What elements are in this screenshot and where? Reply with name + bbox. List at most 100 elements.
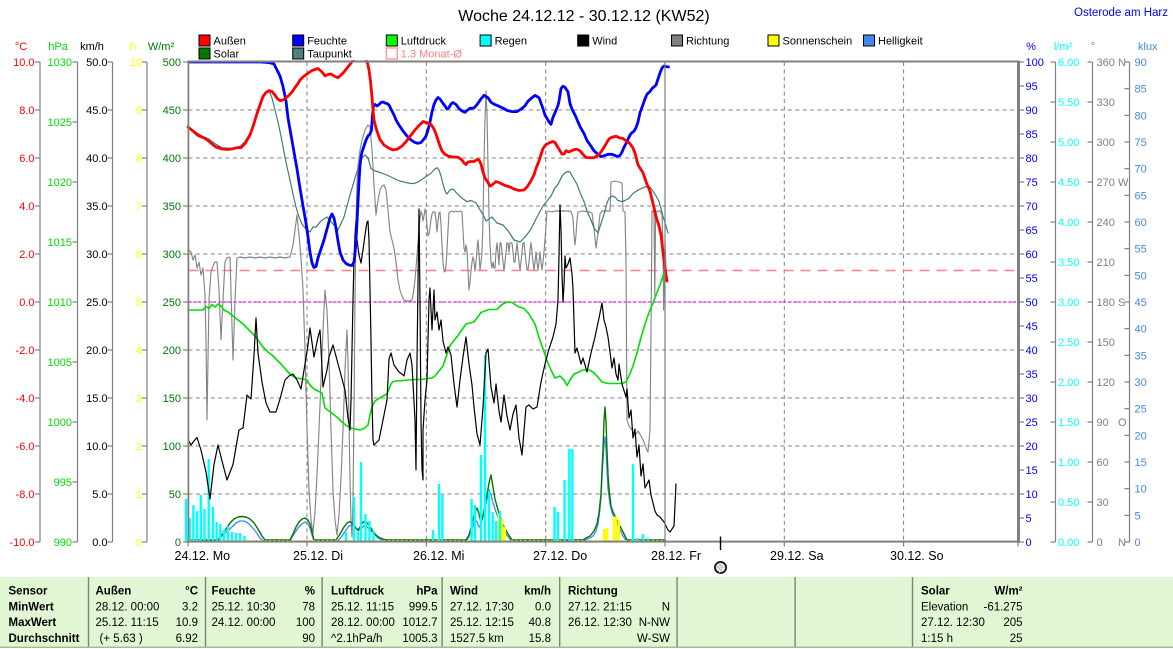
- svg-text:10.0: 10.0: [13, 57, 34, 69]
- svg-text:MaxWert: MaxWert: [9, 617, 57, 629]
- svg-text:5.00: 5.00: [1058, 137, 1079, 149]
- svg-text:Außen: Außen: [214, 36, 246, 48]
- svg-text:20: 20: [1026, 441, 1038, 453]
- svg-text:0: 0: [1026, 537, 1032, 549]
- svg-text:1025: 1025: [48, 117, 72, 129]
- svg-text:75: 75: [1135, 137, 1147, 149]
- svg-text:8: 8: [136, 153, 142, 165]
- svg-text:1015: 1015: [48, 237, 72, 249]
- svg-text:65: 65: [1135, 190, 1147, 202]
- svg-text:27.12. 17:30: 27.12. 17:30: [450, 602, 514, 614]
- svg-text:1.50: 1.50: [1058, 417, 1079, 429]
- svg-text:MinWert: MinWert: [9, 602, 54, 614]
- svg-text:270: 270: [1097, 177, 1115, 189]
- svg-text:330: 330: [1097, 97, 1115, 109]
- svg-text:28.12. 00:00: 28.12. 00:00: [96, 602, 160, 614]
- svg-text:28.12. 00:00: 28.12. 00:00: [331, 617, 395, 629]
- svg-text:29.12. Sa: 29.12. Sa: [770, 549, 824, 563]
- svg-text:1012.7: 1012.7: [402, 617, 437, 629]
- svg-text:7: 7: [136, 201, 142, 213]
- svg-text:55: 55: [1026, 273, 1038, 285]
- svg-text:300: 300: [1097, 137, 1115, 149]
- svg-text:Solar: Solar: [214, 49, 240, 61]
- svg-text:5.0: 5.0: [92, 489, 107, 501]
- svg-text:2: 2: [136, 441, 142, 453]
- svg-text:26.12. 12:30: 26.12. 12:30: [568, 617, 632, 629]
- svg-text:Wind: Wind: [592, 36, 617, 48]
- svg-text:80: 80: [1135, 110, 1147, 122]
- svg-text:3.00: 3.00: [1058, 297, 1079, 309]
- svg-text:0: 0: [136, 537, 142, 549]
- svg-text:27.12. 12:30: 27.12. 12:30: [921, 617, 985, 629]
- svg-text:5: 5: [1026, 513, 1032, 525]
- svg-text:(+ 5.63 ): (+ 5.63 ): [100, 633, 143, 645]
- svg-text:%: %: [305, 586, 315, 598]
- svg-text:6.92: 6.92: [176, 633, 198, 645]
- svg-text:70: 70: [1135, 164, 1147, 176]
- svg-text:27.12. 21:15: 27.12. 21:15: [568, 602, 632, 614]
- svg-text:-10.0: -10.0: [9, 537, 34, 549]
- svg-text:300: 300: [163, 249, 181, 261]
- svg-text:Richtung: Richtung: [568, 586, 618, 598]
- svg-text:150: 150: [163, 393, 181, 405]
- svg-text:10.0: 10.0: [86, 441, 107, 453]
- svg-text:55: 55: [1135, 244, 1147, 256]
- svg-text:Osterode am Harz: Osterode am Harz: [1074, 7, 1168, 19]
- svg-text:0.00: 0.00: [1058, 537, 1079, 549]
- svg-text:70: 70: [1026, 201, 1038, 213]
- svg-text:40.8: 40.8: [529, 617, 551, 629]
- svg-text:210: 210: [1097, 257, 1115, 269]
- svg-text:25.12. 11:15: 25.12. 11:15: [96, 617, 159, 629]
- svg-text:1005: 1005: [48, 357, 72, 369]
- svg-text:25.12. 11:15: 25.12. 11:15: [331, 602, 394, 614]
- svg-text:Regen: Regen: [495, 36, 527, 48]
- svg-text:5: 5: [1135, 510, 1141, 522]
- svg-text:30: 30: [1135, 377, 1147, 389]
- svg-text:1000: 1000: [48, 417, 72, 429]
- svg-text:45: 45: [1135, 297, 1147, 309]
- svg-text:Taupunkt: Taupunkt: [307, 49, 352, 61]
- svg-text:1010: 1010: [48, 297, 72, 309]
- svg-text:klux: klux: [1138, 41, 1158, 53]
- svg-text:60: 60: [1097, 457, 1109, 469]
- svg-text:0.0: 0.0: [92, 537, 107, 549]
- svg-text:990: 990: [54, 537, 72, 549]
- svg-text:W/m²: W/m²: [148, 41, 175, 53]
- svg-text:1.3 Monat-Ø: 1.3 Monat-Ø: [401, 49, 463, 61]
- svg-text:15: 15: [1135, 457, 1147, 469]
- svg-text:250: 250: [163, 297, 181, 309]
- svg-text:4.00: 4.00: [1058, 217, 1079, 229]
- svg-text:20: 20: [1135, 430, 1147, 442]
- svg-text:3.2: 3.2: [182, 602, 198, 614]
- svg-text:85: 85: [1135, 84, 1147, 96]
- svg-text:999.5: 999.5: [409, 602, 438, 614]
- svg-text:120: 120: [1097, 377, 1115, 389]
- svg-text:%: %: [1026, 41, 1036, 53]
- svg-text:6.00: 6.00: [1058, 57, 1079, 69]
- svg-text:l/m²: l/m²: [1054, 41, 1073, 53]
- svg-text:40: 40: [1135, 324, 1147, 336]
- svg-text:360: 360: [1097, 57, 1115, 69]
- svg-text:0.50: 0.50: [1058, 497, 1079, 509]
- svg-text:0.0: 0.0: [535, 602, 551, 614]
- svg-text:45: 45: [1026, 321, 1038, 333]
- svg-text:150: 150: [1097, 337, 1115, 349]
- svg-text:3: 3: [136, 393, 142, 405]
- svg-text:10: 10: [1026, 489, 1038, 501]
- svg-text:W: W: [1118, 177, 1129, 189]
- svg-text:Solar: Solar: [921, 586, 950, 598]
- svg-text:1527.5 km: 1527.5 km: [450, 633, 504, 645]
- svg-text:Feuchte: Feuchte: [212, 586, 256, 598]
- svg-text:N: N: [1118, 537, 1126, 549]
- svg-text:500: 500: [163, 57, 181, 69]
- svg-text:9: 9: [136, 105, 142, 117]
- svg-text:15.8: 15.8: [529, 633, 551, 645]
- svg-text:78: 78: [302, 602, 315, 614]
- svg-text:°C: °C: [15, 41, 27, 53]
- svg-text:°C: °C: [185, 586, 198, 598]
- svg-text:4.0: 4.0: [19, 201, 34, 213]
- svg-text:W-SW: W-SW: [637, 633, 670, 645]
- svg-text:25: 25: [1026, 417, 1038, 429]
- svg-text:25: 25: [1010, 633, 1023, 645]
- svg-text:Sensor: Sensor: [9, 586, 49, 598]
